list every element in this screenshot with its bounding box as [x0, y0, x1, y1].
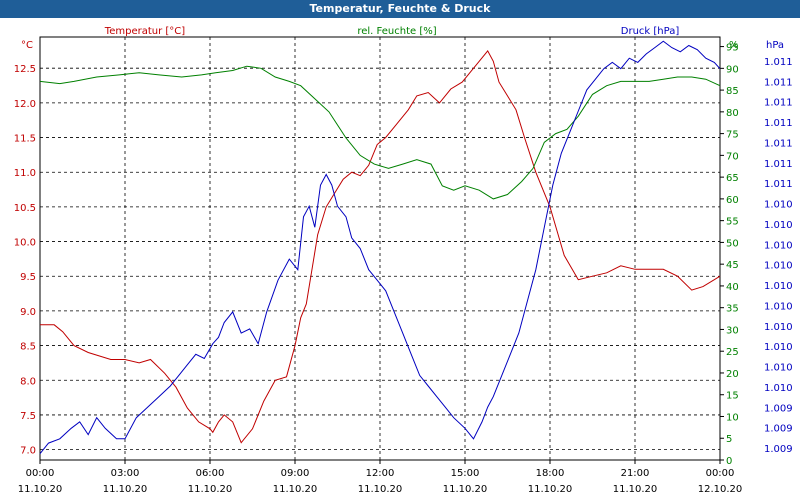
- middle-tick-label: 65: [726, 173, 739, 184]
- right-tick-label: 1.011: [764, 57, 793, 68]
- middle-tick-label: 10: [726, 412, 739, 423]
- right-axis-unit: hPa: [766, 40, 784, 51]
- chart-title: Temperatur, Feuchte & Druck: [0, 0, 800, 18]
- x-tick-label: 12:00: [366, 468, 395, 479]
- right-tick-label: 1.011: [764, 138, 793, 149]
- x-tick-label: 21:00: [621, 468, 650, 479]
- right-tick-label: 1.009: [764, 403, 793, 414]
- right-tick-label: 1.010: [764, 322, 793, 333]
- middle-tick-label: 50: [726, 238, 739, 249]
- left-tick-label: 11.0: [14, 168, 36, 179]
- right-tick-label: 1.011: [764, 77, 793, 88]
- left-tick-label: 10.0: [14, 238, 36, 249]
- middle-tick-label: 25: [726, 347, 739, 358]
- x-date-label: 11.10.20: [613, 484, 658, 495]
- legend-temperatur: Temperatur [°C]: [104, 26, 185, 37]
- x-tick-label: 06:00: [196, 468, 225, 479]
- series-line-1: [39, 65, 721, 200]
- right-tick-label: 1.011: [764, 98, 793, 109]
- middle-tick-label: 45: [726, 260, 739, 271]
- x-date-label: 11.10.20: [103, 484, 148, 495]
- right-axis: 1.011 1.011 1.011 1.011 1.011 1.011 1.011 1.010…: [764, 57, 793, 455]
- middle-tick-label: 55: [726, 217, 739, 228]
- x-tick-label: 18:00: [536, 468, 565, 479]
- middle-tick-label: 15: [726, 391, 739, 402]
- x-tick-label: 09:00: [281, 468, 310, 479]
- middle-axis-unit: %: [729, 40, 739, 51]
- legend-druck: Druck [hPa]: [621, 26, 680, 37]
- middle-tick-label: 90: [726, 64, 739, 75]
- left-tick-label: 10.5: [14, 203, 36, 214]
- middle-tick-label: 85: [726, 86, 739, 97]
- middle-tick-label: 0: [726, 456, 732, 467]
- chart-background: [0, 18, 800, 500]
- right-tick-label: 1.010: [764, 301, 793, 312]
- left-axis-unit: °C: [21, 40, 33, 51]
- middle-tick-label: 75: [726, 130, 739, 141]
- legend-feuchte: rel. Feuchte [%]: [357, 26, 436, 37]
- right-tick-label: 1.011: [764, 159, 793, 170]
- left-tick-label: 12.0: [14, 99, 36, 110]
- middle-tick-label: 40: [726, 282, 739, 293]
- series-line-0: [40, 50, 721, 444]
- x-tick-label: 00:00: [26, 468, 55, 479]
- right-tick-label: 1.010: [764, 342, 793, 353]
- x-date-label: 11.10.20: [528, 484, 573, 495]
- right-tick-label: 1.010: [764, 240, 793, 251]
- middle-tick-label: 30: [726, 325, 739, 336]
- middle-tick-label: 95: [726, 43, 739, 54]
- left-tick-label: 7.5: [20, 411, 36, 422]
- x-date-label: 11.10.20: [188, 484, 233, 495]
- middle-tick-label: 80: [726, 108, 739, 119]
- right-tick-label: 1.010: [764, 363, 793, 374]
- left-tick-label: 8.5: [20, 342, 36, 353]
- x-date-label: 11.10.20: [18, 484, 63, 495]
- middle-tick-label: 60: [726, 195, 739, 206]
- right-tick-label: 1.010: [764, 261, 793, 272]
- x-date-label: 11.10.20: [273, 484, 318, 495]
- series-line-2: [39, 40, 721, 455]
- x-tick-label: 03:00: [111, 468, 140, 479]
- right-tick-label: 1.009: [764, 444, 793, 455]
- left-tick-label: 8.0: [20, 376, 36, 387]
- middle-tick-label: 20: [726, 369, 739, 380]
- middle-tick-label: 35: [726, 304, 739, 315]
- x-date-label: 11.10.20: [358, 484, 403, 495]
- grid: [40, 37, 720, 460]
- x-tick-label: 00:00: [706, 468, 735, 479]
- x-tick-label: 15:00: [451, 468, 480, 479]
- x-date-label: 11.10.20: [443, 484, 488, 495]
- right-tick-label: 1.010: [764, 220, 793, 231]
- middle-tick-label: 5: [726, 434, 732, 445]
- left-tick-label: 11.5: [14, 134, 36, 145]
- left-tick-label: 9.5: [20, 272, 36, 283]
- left-tick-label: 7.0: [20, 446, 36, 457]
- left-tick-label: 12.5: [14, 64, 36, 75]
- right-tick-label: 1.009: [764, 424, 793, 435]
- right-tick-label: 1.011: [764, 179, 793, 190]
- x-axis: 00:00 11.10.20 03:00 11.10.20 06:00 11.10.20 0…: [18, 460, 743, 495]
- left-axis: 7.0 7.5 8.0 8.5 9.0 9.5 10.0 10.5 11.0 11.5 12.0 12…: [14, 64, 36, 456]
- x-date-label: 12.10.20: [698, 484, 743, 495]
- right-tick-label: 1.010: [764, 200, 793, 211]
- middle-axis: 0 5 10 15 20 25 30 35 40 45 50 55 60 65 70 75 80 85 90 95: [720, 43, 739, 467]
- right-tick-label: 1.011: [764, 118, 793, 129]
- right-tick-label: 1.010: [764, 383, 793, 394]
- left-tick-label: 9.0: [20, 307, 36, 318]
- middle-tick-label: 70: [726, 151, 739, 162]
- right-tick-label: 1.010: [764, 281, 793, 292]
- series-group: [39, 40, 721, 455]
